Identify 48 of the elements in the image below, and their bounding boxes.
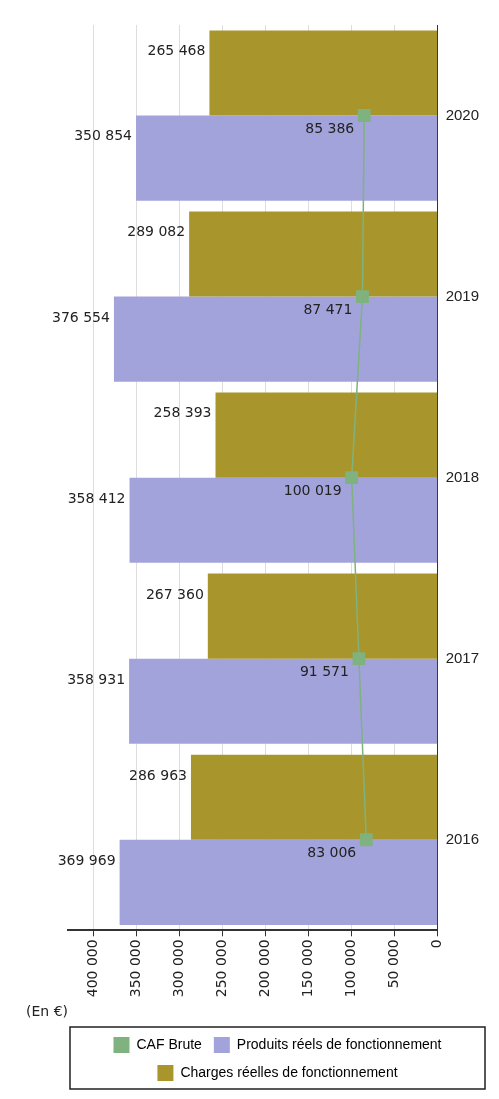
y-tick-label: 2018 bbox=[445, 467, 480, 485]
data-label: 87 471 bbox=[303, 301, 353, 318]
bar bbox=[119, 839, 438, 925]
x-tick-label: 400 000 bbox=[84, 939, 101, 998]
bar bbox=[129, 658, 438, 744]
x-tick-label: 350 000 bbox=[127, 939, 144, 998]
point bbox=[352, 652, 366, 666]
bar bbox=[209, 30, 438, 116]
y-tick-label: 2020 bbox=[445, 105, 480, 123]
bar bbox=[136, 115, 438, 201]
y-tick-label: 2019 bbox=[445, 286, 480, 304]
legend-label: Produits réels de fonctionnement bbox=[236, 1035, 442, 1052]
point bbox=[356, 290, 369, 303]
legend-label: CAF Brute bbox=[136, 1035, 203, 1052]
data-label: 369 969 bbox=[57, 851, 116, 868]
y-tick-label: 2016 bbox=[445, 829, 480, 847]
data-label: 267 360 bbox=[145, 585, 204, 602]
data-label: 286 963 bbox=[129, 766, 187, 783]
bar bbox=[215, 392, 438, 478]
point bbox=[345, 471, 359, 485]
data-label: 358 412 bbox=[67, 489, 126, 506]
data-label: 85 386 bbox=[305, 120, 355, 137]
bar bbox=[189, 211, 438, 297]
x-tick-label: 150 000 bbox=[299, 939, 316, 998]
data-label: 289 082 bbox=[127, 223, 186, 240]
x-tick-label: 100 000 bbox=[342, 939, 359, 998]
data-label: 91 571 bbox=[299, 663, 349, 680]
x-tick-label: 50 000 bbox=[385, 939, 402, 989]
legend-label: Charges réelles de fonctionnement bbox=[180, 1063, 398, 1080]
y-tick-label: 2017 bbox=[445, 648, 480, 666]
data-label: 83 006 bbox=[307, 844, 357, 861]
point bbox=[359, 833, 373, 847]
x-tick-label: 0 bbox=[428, 939, 445, 949]
x-tick-label: 250 000 bbox=[213, 939, 230, 998]
x-tick-label: 200 000 bbox=[256, 939, 273, 998]
data-label: 376 554 bbox=[52, 308, 111, 325]
point bbox=[357, 109, 371, 122]
data-label: 350 854 bbox=[74, 127, 133, 144]
bar bbox=[190, 754, 438, 840]
bar bbox=[207, 573, 438, 659]
bar bbox=[129, 477, 438, 563]
data-label: 100 019 bbox=[283, 482, 342, 499]
x-tick-label: 300 000 bbox=[170, 939, 187, 998]
bar bbox=[113, 296, 438, 382]
data-label: 258 393 bbox=[153, 404, 212, 421]
x-axis-title: (En €) bbox=[26, 1003, 68, 1020]
data-label: 265 468 bbox=[147, 42, 206, 59]
data-label: 358 931 bbox=[67, 670, 126, 687]
